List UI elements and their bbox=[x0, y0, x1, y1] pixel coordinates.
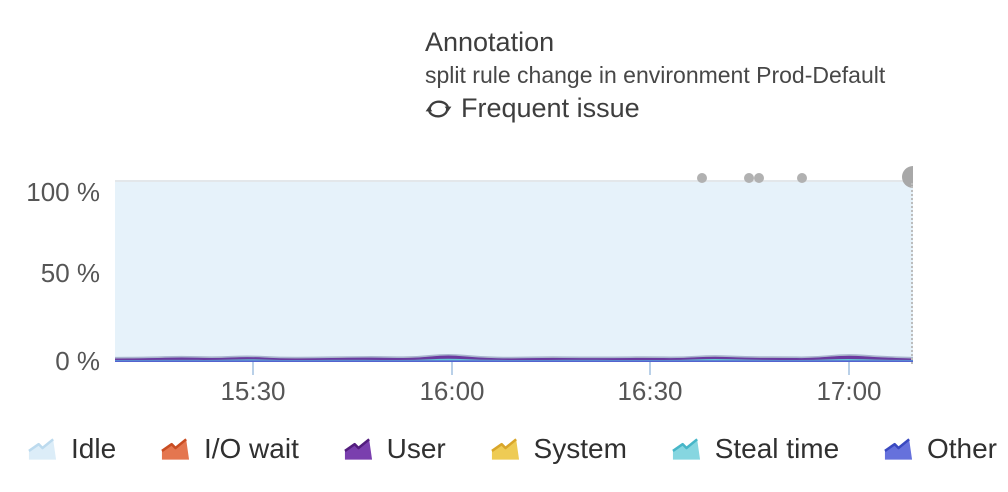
x-axis-tick bbox=[451, 362, 453, 375]
x-axis-label: 16:30 bbox=[617, 376, 683, 406]
legend-item-user[interactable]: User bbox=[343, 433, 446, 465]
legend-label: User bbox=[386, 433, 446, 464]
annotation-header: Annotation split rule change in environm… bbox=[425, 26, 885, 125]
x-axis-label: 16:00 bbox=[419, 376, 485, 406]
legend-item-steal-time[interactable]: Steal time bbox=[671, 433, 840, 465]
y-axis-label: 0 % bbox=[55, 346, 100, 376]
gridline-100-percent bbox=[115, 180, 913, 182]
x-axis-tick bbox=[649, 362, 651, 375]
frequent-issue-label: Frequent issue bbox=[461, 93, 640, 123]
x-axis-label: 17:00 bbox=[816, 376, 882, 406]
loop-repeat-icon bbox=[425, 97, 452, 121]
annotation-event-dot[interactable] bbox=[697, 173, 707, 183]
area-chart-icon bbox=[343, 438, 372, 460]
chart-legend: Idle I/O wait User System Steal time Oth… bbox=[27, 429, 997, 469]
annotation-event-dot[interactable] bbox=[744, 173, 754, 183]
frequent-issue-row: Frequent issue bbox=[425, 92, 885, 125]
legend-label: System bbox=[533, 433, 627, 464]
legend-item-i-o-wait[interactable]: I/O wait bbox=[160, 433, 299, 465]
area-chart-icon bbox=[671, 438, 700, 460]
stack-top-line bbox=[115, 353, 913, 359]
legend-label: Steal time bbox=[714, 433, 840, 464]
x-axis-label: 15:30 bbox=[220, 376, 286, 406]
x-axis-tick bbox=[848, 362, 850, 375]
legend-item-other[interactable]: Other bbox=[883, 433, 997, 465]
legend-label: I/O wait bbox=[203, 433, 299, 464]
legend-item-idle[interactable]: Idle bbox=[27, 433, 116, 465]
legend-label: Other bbox=[926, 433, 997, 464]
annotation-event-dot[interactable] bbox=[796, 173, 807, 183]
annotation-cluster-marker[interactable] bbox=[902, 166, 913, 188]
area-chart-icon bbox=[28, 438, 57, 460]
legend-item-system[interactable]: System bbox=[490, 433, 627, 465]
annotation-subtitle: split rule change in environment Prod-De… bbox=[425, 62, 886, 88]
chart-area: 100 % 50 % 0 % 15:30 16:00 16:30 17:00 bbox=[26, 166, 913, 406]
annotation-event-dot[interactable] bbox=[753, 173, 764, 183]
area-chart-icon bbox=[884, 438, 913, 460]
area-chart-icon bbox=[490, 438, 519, 460]
plot-area[interactable] bbox=[115, 182, 913, 362]
stacked-area-series bbox=[115, 353, 913, 362]
x-axis-tick bbox=[252, 362, 254, 375]
annotation-title: Annotation bbox=[425, 27, 555, 57]
dotted-end-line bbox=[911, 183, 913, 364]
legend-label: Idle bbox=[71, 433, 117, 464]
area-chart-icon bbox=[161, 438, 189, 460]
y-axis-label: 50 % bbox=[40, 258, 100, 288]
series-other bbox=[115, 360, 913, 362]
y-axis-label: 100 % bbox=[26, 177, 100, 207]
